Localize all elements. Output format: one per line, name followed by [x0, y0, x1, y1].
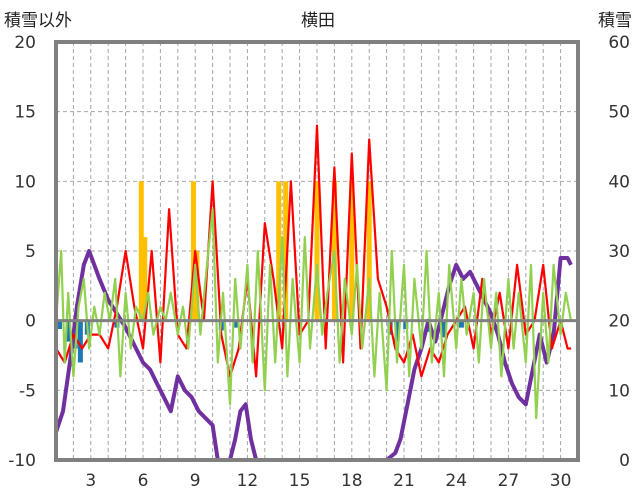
chart-title: 横田 [301, 11, 335, 31]
x-tick: 18 [341, 471, 363, 491]
y-tick-right: 40 [608, 172, 630, 192]
tick-labels: -10 -5 0 5 10 15 20 0 10 20 30 40 50 60 3 6 9 12 15 18 21 24 2… [8, 33, 630, 491]
snowfall-bar [349, 181, 355, 321]
y-tick-right: 50 [608, 103, 630, 123]
precip-bar [77, 320, 83, 363]
snowfall-bar [138, 181, 144, 321]
snowfall-bar [276, 181, 282, 321]
y-tick-left: -10 [8, 451, 36, 471]
y-tick-right: 30 [608, 242, 630, 262]
snow_depth-line [54, 249, 573, 462]
precip-bar [232, 320, 238, 328]
y-tick-left: 10 [14, 172, 36, 192]
series-lines [54, 124, 573, 462]
wind-line [54, 208, 573, 420]
y-tick-right: 60 [608, 33, 630, 53]
snowfall-bar [283, 181, 289, 321]
precip-bar [65, 320, 71, 342]
x-tick: 3 [85, 471, 96, 491]
temperature-line [55, 124, 571, 378]
x-tick: 9 [190, 471, 201, 491]
y-tick-left: 0 [25, 312, 36, 332]
precip-bar [458, 320, 464, 328]
y-tick-left: 5 [25, 242, 36, 262]
x-tick: 15 [289, 471, 311, 491]
precip-bar [394, 320, 400, 342]
y-axis-right-label: 積雪 [598, 11, 632, 31]
precip-bar [441, 320, 447, 338]
y-axis-left-label: 積雪以外 [4, 11, 72, 31]
x-tick: 21 [393, 471, 415, 491]
x-tick: 12 [237, 471, 259, 491]
snowfall-bar [366, 181, 372, 321]
snowfall-bar [190, 181, 196, 321]
x-tick: 24 [445, 471, 467, 491]
y-tick-left: 15 [14, 103, 36, 123]
y-tick-left: -5 [19, 381, 36, 401]
y-tick-right: 0 [619, 451, 630, 471]
x-tick: 6 [138, 471, 149, 491]
precip-bar [56, 320, 62, 330]
y-tick-right: 20 [608, 312, 630, 332]
plot-frame [54, 40, 580, 462]
y-tick-right: 10 [608, 381, 630, 401]
snowfall-bar [314, 181, 320, 321]
snowfall-bar [142, 237, 148, 321]
plot-border [54, 40, 580, 462]
y-tick-left: 20 [14, 33, 36, 53]
x-tick: 30 [550, 471, 572, 491]
x-tick: 27 [498, 471, 520, 491]
